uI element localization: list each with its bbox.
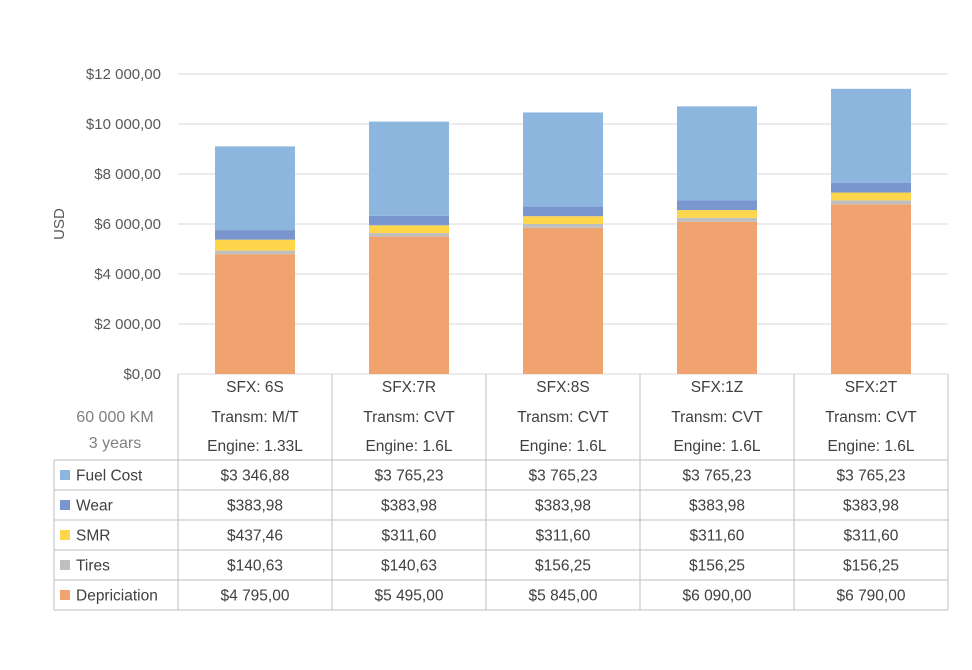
data-label: $383,98 bbox=[843, 498, 899, 515]
category-transm: Transm: CVT bbox=[671, 409, 763, 426]
bar-segment-tires bbox=[831, 200, 911, 205]
y-tick-label: $2 000,00 bbox=[94, 316, 161, 333]
bars bbox=[215, 88, 911, 374]
data-label: $140,63 bbox=[381, 558, 437, 575]
category-transm: Transm: M/T bbox=[211, 409, 299, 426]
bar-segment-tires bbox=[215, 250, 295, 255]
data-label: $6 090,00 bbox=[683, 588, 752, 605]
category-sfx: SFX:1Z bbox=[691, 379, 744, 396]
data-label: $3 765,23 bbox=[837, 468, 906, 485]
legend-key bbox=[60, 590, 70, 600]
corner-label-period: 3 years bbox=[89, 435, 141, 452]
category-engine: Engine: 1.33L bbox=[207, 438, 303, 455]
data-label: $383,98 bbox=[381, 498, 437, 515]
data-label: $3 765,23 bbox=[529, 468, 598, 485]
bar-segment-fuel-cost bbox=[215, 146, 295, 231]
data-label: $156,25 bbox=[689, 558, 745, 575]
legend-label: Wear bbox=[76, 498, 113, 515]
data-label: $3 346,88 bbox=[221, 468, 290, 485]
bar-segment-wear bbox=[215, 230, 295, 240]
data-label: $383,98 bbox=[689, 498, 745, 515]
category-engine: Engine: 1.6L bbox=[827, 438, 914, 455]
data-label: $4 795,00 bbox=[221, 588, 290, 605]
legend-label: SMR bbox=[76, 528, 110, 545]
bar-segment-depriciation bbox=[677, 221, 757, 374]
category-sfx: SFX:7R bbox=[382, 379, 436, 396]
category-transm: Transm: CVT bbox=[363, 409, 455, 426]
bar-segment-depriciation bbox=[369, 236, 449, 374]
data-label: $437,46 bbox=[227, 528, 283, 545]
data-label: $383,98 bbox=[535, 498, 591, 515]
y-tick-label: $10 000,00 bbox=[86, 116, 161, 133]
data-label: $383,98 bbox=[227, 498, 283, 515]
legend-label: Tires bbox=[76, 558, 110, 575]
data-label: $156,25 bbox=[535, 558, 591, 575]
category-sfx: SFX:2T bbox=[845, 379, 898, 396]
category-sfx: SFX:8S bbox=[536, 379, 589, 396]
category-sfx: SFX: 6S bbox=[226, 379, 284, 396]
bar-segment-depriciation bbox=[215, 254, 295, 374]
bar-segment-wear bbox=[523, 206, 603, 217]
category-transm: Transm: CVT bbox=[825, 409, 917, 426]
bar-segment-tires bbox=[523, 223, 603, 228]
bar-segment-fuel-cost bbox=[677, 106, 757, 201]
bar-segment-tires bbox=[677, 217, 757, 222]
category-transm: Transm: CVT bbox=[517, 409, 609, 426]
y-tick-label: $8 000,00 bbox=[94, 166, 161, 183]
bar-segment-smr bbox=[677, 210, 757, 218]
bar-segment-fuel-cost bbox=[831, 88, 911, 183]
legend-key bbox=[60, 470, 70, 480]
data-label: $5 845,00 bbox=[529, 588, 598, 605]
bar-segment-fuel-cost bbox=[523, 112, 603, 207]
data-label: $5 495,00 bbox=[375, 588, 444, 605]
category-engine: Engine: 1.6L bbox=[673, 438, 760, 455]
bar-segment-smr bbox=[215, 239, 295, 251]
bar-segment-wear bbox=[831, 182, 911, 193]
y-axis: $0,00 $2 000,00 $4 000,00 $6 000,00 $8 000,0… bbox=[86, 66, 161, 383]
y-tick-label: $0,00 bbox=[123, 366, 161, 383]
data-table: SFX: 6S Transm: M/T Engine: 1.33L SFX:7R Tra… bbox=[53, 374, 949, 611]
data-label: $140,63 bbox=[227, 558, 283, 575]
bar-segment-wear bbox=[369, 215, 449, 226]
data-label: $311,60 bbox=[382, 528, 437, 545]
legend-key bbox=[60, 500, 70, 510]
bar-segment-depriciation bbox=[831, 204, 911, 374]
bar-segment-wear bbox=[677, 200, 757, 211]
bar-segment-smr bbox=[523, 216, 603, 224]
data-label: $311,60 bbox=[536, 528, 591, 545]
y-tick-label: $4 000,00 bbox=[94, 266, 161, 283]
data-label: $3 765,23 bbox=[683, 468, 752, 485]
bar-segment-smr bbox=[369, 225, 449, 234]
bar-segment-smr bbox=[831, 192, 911, 201]
y-tick-label: $6 000,00 bbox=[94, 216, 161, 233]
category-engine: Engine: 1.6L bbox=[365, 438, 452, 455]
bar-segment-depriciation bbox=[523, 227, 603, 374]
y-tick-label: $12 000,00 bbox=[86, 66, 161, 83]
data-label: $156,25 bbox=[843, 558, 899, 575]
legend-label: Fuel Cost bbox=[76, 468, 143, 485]
data-label: $6 790,00 bbox=[837, 588, 906, 605]
legend-key bbox=[60, 560, 70, 570]
bar-segment-tires bbox=[369, 233, 449, 237]
data-label: $311,60 bbox=[690, 528, 745, 545]
legend-label: Depriciation bbox=[76, 588, 158, 605]
data-label: $311,60 bbox=[844, 528, 899, 545]
corner-label-distance: 60 000 KM bbox=[76, 409, 153, 426]
y-axis-label: USD bbox=[51, 208, 68, 240]
legend-key bbox=[60, 530, 70, 540]
data-label: $3 765,23 bbox=[375, 468, 444, 485]
category-engine: Engine: 1.6L bbox=[519, 438, 606, 455]
bar-segment-fuel-cost bbox=[369, 121, 449, 216]
